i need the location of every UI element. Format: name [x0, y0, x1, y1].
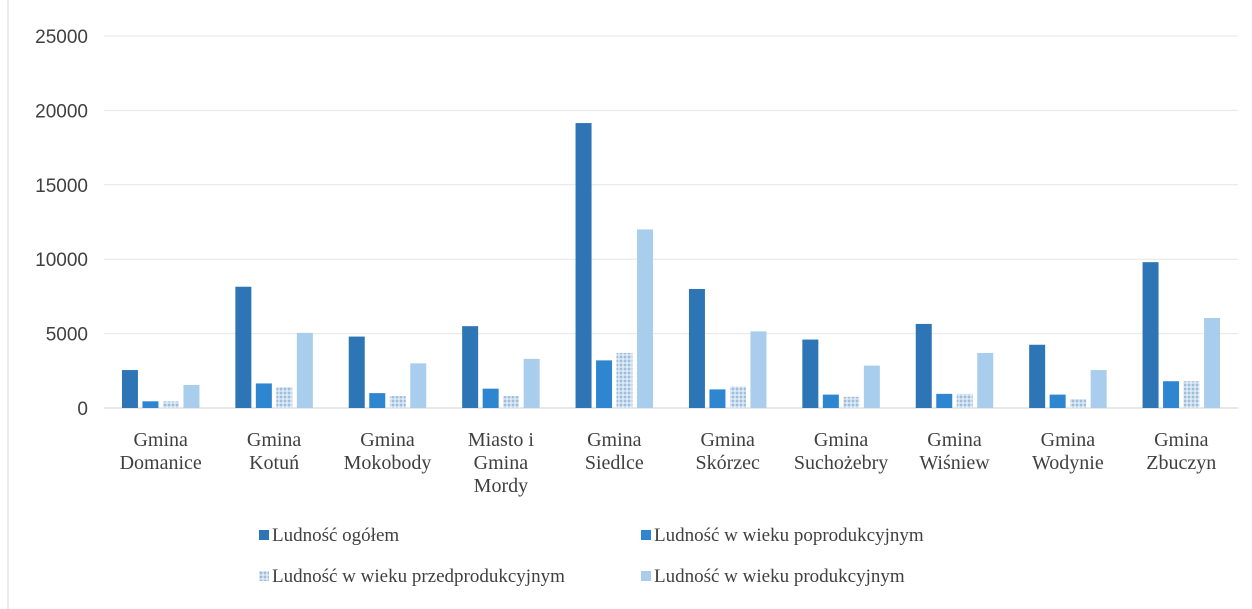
x-tick-label: Gmina — [700, 429, 755, 451]
legend-swatch — [259, 571, 269, 581]
bar-2-2 — [255, 383, 272, 408]
bar-4-8 — [977, 352, 994, 408]
bar-1-7 — [802, 339, 819, 408]
bar-3-4 — [503, 396, 520, 408]
bar-4-9 — [1090, 370, 1107, 408]
x-tick-label: Miasto i — [468, 429, 535, 451]
bar-3-8 — [956, 393, 973, 408]
bar-4-3 — [410, 363, 427, 408]
bar-2-8 — [936, 393, 953, 408]
legend-label: Ludność w wieku produkcyjnym — [654, 566, 905, 587]
legend-label: Ludność w wieku przedprodukcyjnym — [272, 566, 565, 587]
bar-3-1 — [162, 401, 179, 408]
bar-3-9 — [1070, 399, 1087, 408]
bar-1-1 — [121, 370, 138, 408]
x-tick-label: Gmina — [814, 429, 869, 451]
legend-swatch — [641, 571, 651, 581]
legend-label: Ludność ogółem — [272, 525, 399, 546]
bar-3-2 — [276, 387, 293, 408]
x-tick-label: Mokobody — [344, 452, 432, 474]
bar-4-10 — [1204, 317, 1221, 408]
legend-swatch — [641, 530, 651, 540]
bar-2-6 — [709, 389, 726, 408]
x-tick-label: Domanice — [120, 452, 202, 474]
bar-3-7 — [843, 396, 860, 408]
x-tick-label: Gmina — [587, 429, 642, 451]
gridlines — [104, 35, 1238, 409]
y-tick-label: 15000 — [35, 176, 88, 197]
x-tick-label: Wiśniew — [919, 452, 990, 474]
bar-2-3 — [369, 393, 386, 408]
y-tick-label: 25000 — [35, 27, 88, 48]
x-tick-label: Gmina — [247, 429, 302, 451]
bar-3-6 — [729, 386, 746, 408]
bar-1-6 — [688, 288, 705, 408]
bars — [121, 123, 1221, 408]
bar-3-3 — [389, 396, 406, 408]
y-tick-label: 5000 — [46, 325, 88, 346]
bar-1-9 — [1029, 344, 1046, 408]
bar-2-1 — [142, 401, 159, 408]
x-tick-label: Gmina — [474, 452, 529, 474]
x-axis-labels: GminaDomaniceGminaKotuńGminaMokobodyMias… — [120, 429, 1217, 497]
y-tick-label: 10000 — [35, 250, 88, 271]
y-tick-label: 20000 — [35, 101, 88, 122]
bar-3-10 — [1183, 381, 1200, 408]
bar-2-5 — [596, 360, 613, 408]
x-tick-label: Zbuczyn — [1146, 452, 1216, 474]
bar-2-9 — [1049, 394, 1066, 408]
bar-4-7 — [863, 365, 880, 408]
legend-label: Ludność w wieku poprodukcyjnym — [654, 525, 924, 546]
x-tick-label: Gmina — [133, 429, 188, 451]
x-tick-label: Gmina — [360, 429, 415, 451]
bar-1-5 — [575, 123, 592, 408]
bar-1-2 — [235, 286, 252, 408]
y-axis-ticks: 0 5000 10000 15000 20000 25000 — [35, 27, 88, 420]
bar-2-4 — [482, 388, 499, 408]
bar-4-5 — [637, 229, 654, 408]
bar-4-1 — [183, 384, 200, 408]
x-tick-label: Gmina — [1154, 429, 1209, 451]
x-tick-label: Skórzec — [695, 452, 760, 474]
x-tick-label: Suchożebry — [794, 452, 888, 474]
x-tick-label: Mordy — [474, 475, 528, 497]
x-tick-label: Wodynie — [1032, 452, 1104, 474]
legend: Ludność ogółem Ludność w wieku poprodukcy… — [259, 525, 924, 587]
y-tick-label: 0 — [77, 399, 88, 420]
bar-1-10 — [1142, 262, 1159, 408]
x-tick-label: Kotuń — [249, 452, 299, 474]
x-tick-label: Gmina — [1041, 429, 1096, 451]
bar-4-4 — [523, 358, 540, 408]
x-tick-label: Gmina — [927, 429, 982, 451]
bar-4-2 — [296, 332, 313, 408]
bar-2-10 — [1163, 381, 1180, 408]
bar-1-3 — [348, 336, 365, 408]
bar-1-4 — [462, 326, 479, 408]
legend-swatch — [259, 530, 269, 540]
bar-3-5 — [616, 352, 633, 408]
bar-4-6 — [750, 331, 767, 408]
bar-2-7 — [822, 394, 839, 408]
x-tick-label: Siedlce — [585, 452, 644, 474]
bar-1-8 — [915, 323, 932, 408]
